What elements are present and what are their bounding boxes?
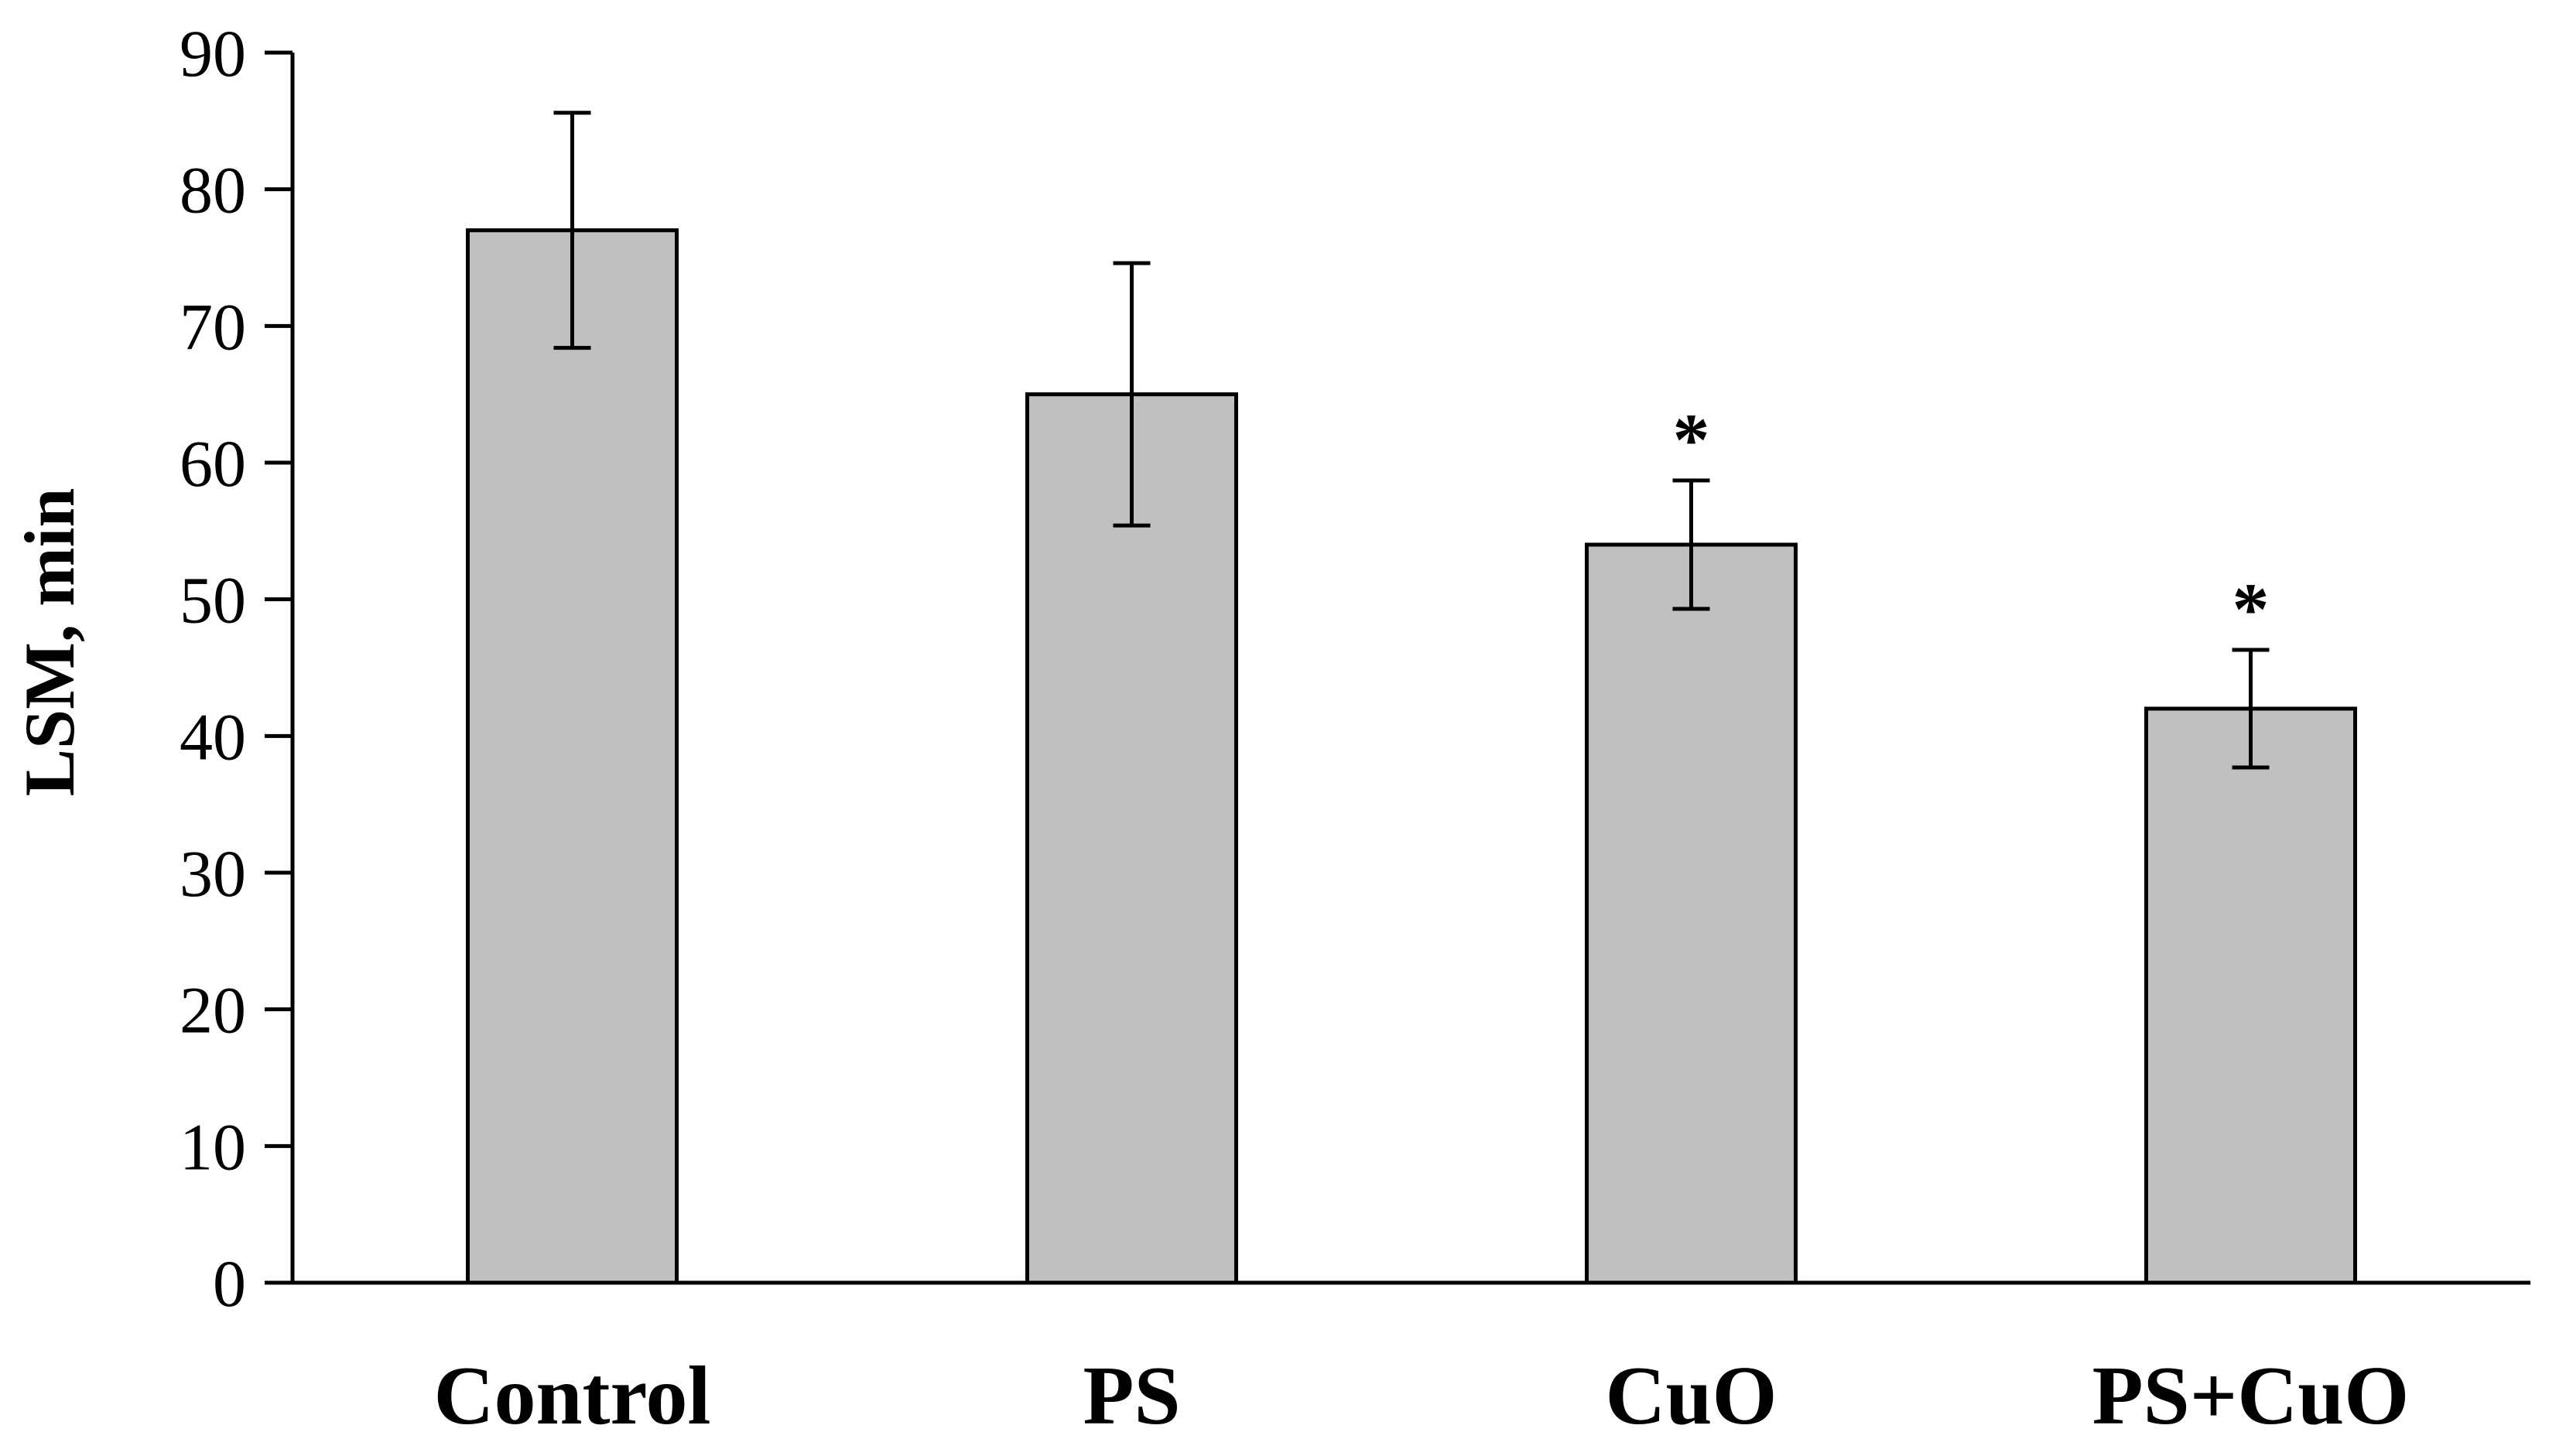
error-bar [2232,648,2270,770]
y-tick-label: 0 [213,1246,246,1321]
bars-layer [466,111,2357,1285]
x-tick-label: PS [1083,1350,1180,1442]
bar-ps-cuo [2144,706,2357,1285]
x-tick-label: Control [433,1350,710,1442]
y-tick-label: 10 [180,1109,246,1184]
y-tick-label: 50 [180,563,246,637]
y-tick-label: 60 [180,426,246,501]
error-bar [1113,261,1151,528]
significance-marker: * [2233,568,2270,651]
bar-control [466,228,679,1285]
y-tick-label: 90 [180,16,246,91]
x-tick-label: PS+CuO [2092,1350,2410,1442]
bar-ps [1025,392,1238,1285]
error-bar [553,111,591,350]
axes-layer [265,50,2530,1285]
y-tick-label: 80 [180,153,246,227]
y-tick-label: 30 [180,836,246,911]
y-tick-label: 70 [180,289,246,364]
y-axis-title: LSM, min [10,488,89,797]
y-tick-label: 20 [180,973,246,1048]
y-tick-label: 40 [180,699,246,774]
x-tick-label: CuO [1605,1350,1777,1442]
labels-layer: Control PS * CuO * PS+CuO 0 10 20 30 40 50 60 70 80 90 [180,16,2409,1442]
bar-cuo [1585,542,1798,1285]
error-bar [1672,478,1710,611]
significance-marker: * [1673,398,1710,481]
